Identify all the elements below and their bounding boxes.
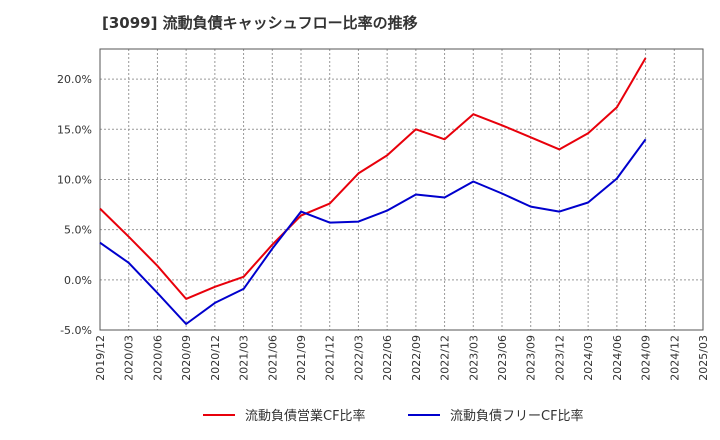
series-line-1 — [99, 57, 647, 300]
legend-label-1: 流動負債営業CF比率 — [245, 408, 366, 424]
x-tick-label: 2020/06 — [151, 335, 164, 381]
x-tick-label: 2022/03 — [352, 335, 365, 381]
x-tick-label: 2023/12 — [553, 335, 566, 381]
x-tick-label: 2020/12 — [209, 335, 222, 381]
x-tick-label: 2022/12 — [439, 335, 452, 381]
x-tick-label: 2025/03 — [697, 335, 710, 381]
y-tick-label: 5.0% — [64, 224, 92, 237]
y-tick-label: -5.0% — [60, 324, 92, 337]
legend: 流動負債営業CF比率 流動負債フリーCF比率 — [203, 408, 584, 424]
x-tick-label: 2024/06 — [611, 335, 624, 381]
x-tick-label: 2023/09 — [525, 335, 538, 381]
x-tick-label: 2021/03 — [238, 335, 251, 381]
y-tick-label: 0.0% — [64, 274, 92, 287]
x-tick-label: 2022/09 — [410, 335, 423, 381]
x-tick-label: 2022/06 — [381, 335, 394, 381]
legend-label-2: 流動負債フリーCF比率 — [450, 408, 584, 424]
grid-layer — [100, 49, 703, 331]
x-tick-label: 2023/03 — [467, 335, 480, 381]
x-tick-label: 2021/06 — [266, 335, 279, 381]
x-tick-label: 2021/09 — [295, 335, 308, 381]
x-tick-label: 2020/09 — [180, 335, 193, 381]
y-tick-label: 20.0% — [57, 73, 92, 86]
x-tick-label: 2023/06 — [496, 335, 509, 381]
x-tick-label: 2024/03 — [582, 335, 595, 381]
axis-labels: 2019/12 2020/03 2020/06 2020/09 2020/12 2021/… — [57, 73, 710, 381]
x-tick-label: 2024/09 — [640, 335, 653, 381]
x-tick-label: 2021/12 — [324, 335, 337, 381]
x-tick-label: 2019/12 — [94, 335, 107, 381]
x-tick-label: 2020/03 — [123, 335, 136, 381]
x-tick-label: 2024/12 — [668, 335, 681, 381]
series-line-2 — [99, 138, 647, 325]
series-layer — [99, 57, 647, 325]
chart-title: [3099] 流動負債キャッシュフロー比率の推移 — [102, 14, 418, 32]
y-tick-label: 15.0% — [57, 123, 92, 136]
y-tick-label: 10.0% — [57, 173, 92, 186]
plot-frame — [99, 48, 704, 331]
